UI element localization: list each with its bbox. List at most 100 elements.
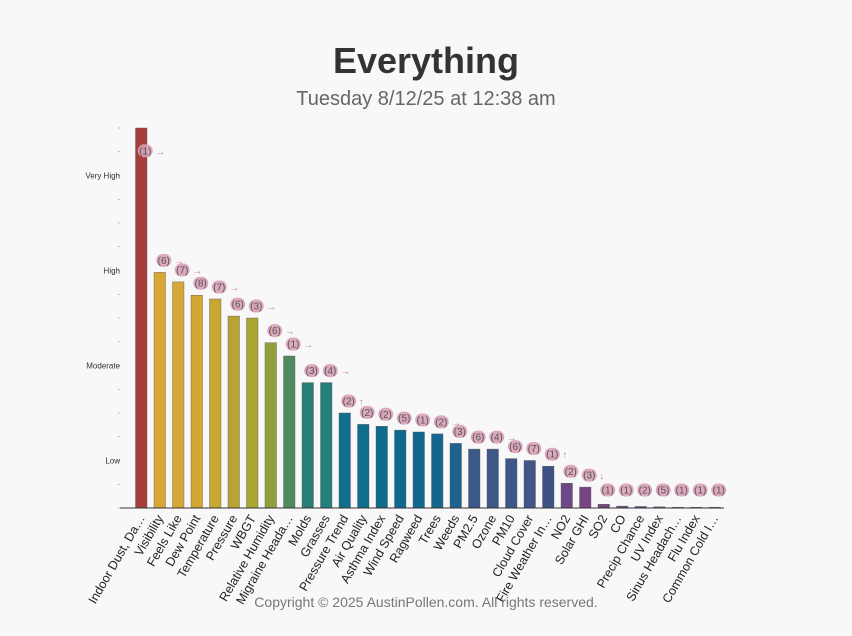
bar[interactable] — [135, 127, 148, 509]
trend-arrow-icon: → — [229, 283, 239, 294]
badge-count: (6) — [232, 300, 244, 311]
bar[interactable] — [153, 272, 166, 509]
badge-pill — [341, 394, 357, 408]
badge-count: (7) — [213, 283, 225, 294]
badge-pill — [267, 324, 283, 338]
badge-pill — [304, 364, 320, 378]
bar[interactable] — [394, 429, 407, 509]
trend-arrow-icon: → — [507, 433, 517, 444]
y-level-label: High — [104, 267, 120, 276]
badge-count: (2) — [380, 410, 392, 421]
badge-count: (7) — [528, 444, 540, 455]
badge-count: (2) — [435, 417, 447, 428]
trend-arrow-icon: → — [303, 340, 313, 351]
badge-count: (3) — [306, 366, 318, 377]
trend-arrow-icon: ↑ — [562, 450, 567, 461]
bar[interactable] — [579, 486, 592, 509]
bar[interactable] — [246, 317, 259, 509]
bar[interactable] — [227, 315, 240, 509]
bar[interactable] — [320, 382, 333, 509]
badge-count: (2) — [361, 408, 373, 419]
trend-arrow-icon: → — [266, 302, 276, 313]
badge-pill — [137, 144, 153, 158]
trend-arrow-icon: → — [285, 327, 295, 338]
badge-pill — [359, 405, 375, 419]
badge-pill — [433, 415, 449, 429]
trend-arrow-icon: → — [174, 256, 184, 267]
badge-count: (5) — [657, 486, 669, 497]
bar[interactable] — [542, 466, 555, 509]
bar[interactable] — [375, 426, 388, 509]
badge-count: (1) — [602, 486, 614, 497]
badge-count: (6) — [472, 433, 484, 444]
badge-pill — [489, 430, 505, 444]
bar[interactable] — [301, 382, 314, 509]
bar[interactable] — [412, 431, 425, 509]
bar[interactable] — [449, 443, 462, 509]
badge-pill — [637, 483, 653, 497]
badge-count: (6) — [269, 326, 281, 337]
bar[interactable] — [468, 448, 481, 509]
trend-arrow-icon: → — [155, 147, 165, 158]
bar[interactable] — [560, 483, 573, 509]
bar[interactable] — [209, 298, 222, 509]
x-tick-label: SO2 — [586, 512, 611, 541]
badge-count: (2) — [639, 486, 651, 497]
badge-count: (5) — [398, 414, 410, 425]
y-level-label: Very High — [85, 172, 120, 181]
badge-pill — [544, 447, 560, 461]
badge-count: (1) — [676, 486, 688, 497]
badge-count: (7) — [176, 265, 188, 276]
badge-count: (4) — [491, 433, 503, 444]
badge-pill — [174, 263, 190, 277]
chart-title: Everything — [332, 40, 520, 81]
badge-pill — [156, 253, 172, 267]
bar[interactable] — [283, 355, 296, 509]
badge-count: (3) — [250, 302, 262, 313]
badge-pill — [470, 430, 486, 444]
badge-pill — [322, 364, 338, 378]
trend-arrow-icon: → — [451, 418, 461, 429]
badge-pill — [674, 483, 690, 497]
chart-subtitle: Tuesday 8/12/25 at 12:38 am — [296, 88, 556, 110]
badge-count: (4) — [324, 366, 336, 377]
bar[interactable] — [264, 342, 277, 509]
badge-pill — [452, 424, 468, 438]
badge-pill — [526, 442, 542, 455]
bar[interactable] — [431, 433, 444, 509]
bar[interactable] — [190, 295, 203, 509]
badge-count: (6) — [509, 442, 521, 453]
badge-pill — [618, 483, 634, 497]
badge-count: (8) — [195, 279, 207, 290]
trend-arrow-icon: → — [340, 367, 350, 378]
badge-pill — [415, 413, 431, 427]
badge-count: (6) — [158, 256, 170, 267]
badge-count: (3) — [583, 471, 595, 482]
badge-pill — [248, 299, 264, 313]
badge-pill — [230, 297, 246, 311]
bar[interactable] — [486, 448, 499, 509]
badge-count: (2) — [565, 467, 577, 478]
bar[interactable] — [338, 412, 351, 509]
badges-group: (1)→(6)→(7)→(8)→(7)→(6)→(3)→(6)→(1)→(3)→… — [137, 144, 727, 497]
badge-pill — [600, 483, 616, 497]
badge-count: (2) — [343, 397, 355, 408]
bar[interactable] — [357, 424, 370, 509]
bar[interactable] — [172, 281, 185, 509]
badge-count: (1) — [287, 340, 299, 351]
trend-arrow-icon: ↓ — [599, 471, 604, 482]
badge-pill — [711, 483, 727, 497]
badge-count: (1) — [694, 486, 706, 497]
trend-arrow-icon: → — [192, 266, 202, 277]
badge-count: (1) — [546, 450, 558, 461]
trend-arrow-icon: ↑ — [359, 397, 364, 408]
badge-count: (1) — [620, 486, 632, 497]
bar[interactable] — [505, 458, 518, 509]
bar[interactable] — [597, 504, 610, 509]
badge-pill — [396, 411, 412, 425]
badge-pill — [655, 483, 671, 497]
badge-pill — [581, 468, 597, 482]
bar[interactable] — [523, 460, 536, 509]
badge-pill — [507, 440, 523, 454]
